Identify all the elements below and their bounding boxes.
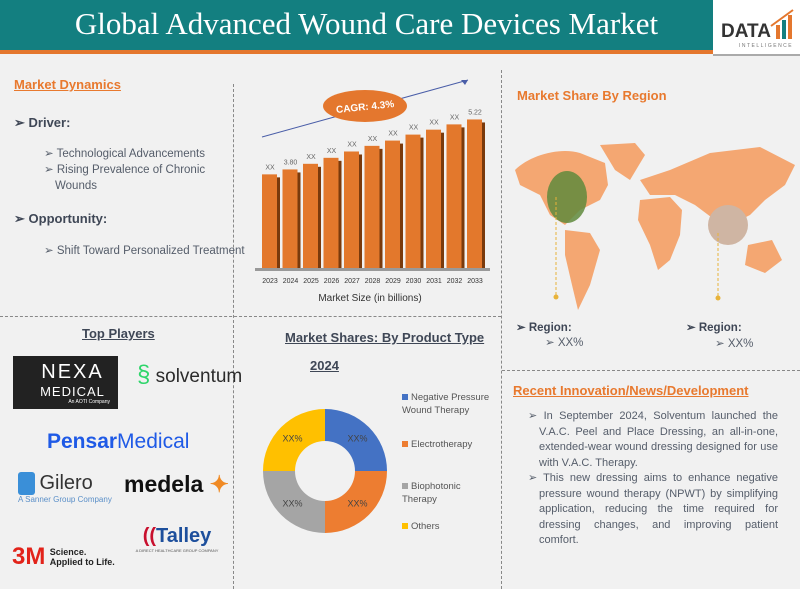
bar-data-label: XX (347, 141, 357, 148)
bar-side (318, 166, 321, 268)
x-tick-label: 2027 (344, 278, 360, 285)
bar-2023 (262, 174, 277, 268)
nexa-medical-logo: NEXA MEDICAL An AOTI Company (13, 356, 118, 409)
cagr-bubble (323, 90, 407, 122)
bar-2029 (385, 140, 400, 268)
region-1: ➢ Region: (516, 322, 572, 334)
x-axis-label: Market Size (in billions) (318, 293, 421, 304)
legend-item: Others (402, 521, 492, 534)
bar-data-label: XX (450, 114, 460, 121)
slice-label: XX% (348, 499, 368, 509)
donut-slice (325, 409, 387, 471)
north-america-highlight (547, 171, 587, 223)
market-size-bar-chart: CAGR: 4.3% XX20233.802024XX2025XX2026XX2… (255, 79, 490, 304)
opportunity-label: ➢ Opportunity: (14, 211, 108, 226)
divider (501, 70, 502, 589)
bar-data-label: XX (368, 136, 378, 143)
x-tick-label: 2031 (426, 278, 442, 285)
product-type-donut-chart: XX% XX% XX% XX% (263, 409, 387, 533)
x-tick-label: 2025 (303, 278, 319, 285)
bar-2025 (303, 163, 318, 268)
bar-2027 (344, 151, 359, 268)
news-item: ➢ In September 2024, Solventum launched … (528, 410, 778, 469)
news-item: ➢ This new dressing aims to enhance nega… (528, 472, 778, 546)
x-tick-label: 2032 (447, 278, 463, 285)
bar-side (297, 172, 301, 268)
bar-2033 (467, 119, 482, 269)
3m-logo: 3M Science. Applied to Life. (12, 543, 115, 570)
bar-side (359, 154, 362, 268)
news-title: Recent Innovation/News/Development (513, 383, 749, 398)
donut-slice (263, 409, 325, 471)
bar-data-label: XX (388, 131, 398, 138)
market-dynamics-title: Market Dynamics (14, 77, 121, 92)
bar-side (420, 137, 424, 268)
datam-intelligence-logo: DATA INTELLIGENCE (713, 0, 800, 56)
region-2-value: ➢ XX% (715, 338, 754, 350)
divider (0, 316, 501, 317)
bar-side (482, 122, 485, 269)
divider (233, 84, 234, 589)
bar-side (277, 177, 280, 268)
page-title: Global Advanced Wound Care Devices Marke… (74, 6, 659, 41)
driver-label: ➢ Driver: (14, 115, 71, 130)
bar-data-label: XX (409, 125, 419, 132)
x-tick-label: 2023 (262, 278, 278, 285)
medela-logo: medela ✦ (124, 471, 229, 497)
bar-2031 (426, 129, 441, 268)
bar-side (461, 127, 465, 268)
donut-legend: Negative Pressure Wound Therapy Electrot… (402, 392, 492, 534)
world-map (515, 143, 795, 310)
product-type-year: 2024 (310, 358, 339, 373)
bar-side (400, 143, 403, 268)
bar-2024 (282, 169, 298, 268)
opportunity-list: ➢ Shift Toward Personalized Treatment (44, 245, 245, 257)
slice-label: XX% (282, 499, 302, 509)
header-accent-line (0, 50, 713, 54)
header-banner (0, 0, 713, 50)
region-1-value: ➢ XX% (545, 337, 584, 349)
asia-highlight (708, 205, 748, 245)
slice-label: XX% (282, 433, 302, 443)
region-2: ➢ Region: (686, 322, 742, 334)
bar-side (441, 132, 444, 268)
gilero-logo: Gilero A Sanner Group Company (18, 472, 112, 504)
bar-data-label: XX (327, 148, 337, 155)
donut-slice (263, 471, 325, 533)
legend-item: Negative Pressure Wound Therapy (402, 392, 490, 416)
x-tick-label: 2028 (365, 278, 381, 285)
region-title: Market Share By Region (517, 88, 667, 103)
bar-2032 (446, 124, 462, 268)
bar-side (338, 160, 342, 268)
bar-2026 (323, 157, 339, 268)
bar-data-label: XX (429, 120, 439, 127)
pensar-medical-logo: PensarMedical (47, 430, 190, 453)
news-list: ➢ In September 2024, Solventum launched … (528, 409, 778, 549)
bar-side (379, 148, 383, 268)
divider (502, 370, 800, 371)
logo-text: DATA (721, 21, 771, 42)
donut-slice (325, 471, 387, 533)
continents (515, 143, 795, 310)
legend-item: Biophotonic Therapy (402, 481, 461, 505)
solventum-logo: § solventum (137, 361, 243, 388)
top-players-title: Top Players (82, 326, 155, 341)
x-tick-label: 2030 (406, 278, 422, 285)
legend-item: Electrotherapy (402, 439, 492, 481)
bar-data-label: XX (306, 154, 316, 161)
x-tick-label: 2029 (385, 278, 401, 285)
bar-2030 (405, 134, 421, 268)
talley-logo: ((Talley A DIRECT HEALTHCARE GROUP COMPA… (135, 525, 219, 553)
product-type-title: Market Shares: By Product Type (285, 330, 485, 345)
driver-list: ➢ Technological Advancements ➢ Rising Pr… (44, 148, 206, 192)
bar-data-label: XX (265, 164, 275, 171)
x-tick-label: 2026 (324, 278, 340, 285)
bar-data-label: 5.22 (468, 109, 482, 116)
logo-subtext: INTELLIGENCE (739, 43, 793, 49)
bar-2028 (364, 145, 380, 268)
slice-label: XX% (348, 433, 368, 443)
x-tick-label: 2024 (283, 278, 299, 285)
bar-data-label: 3.80 (284, 159, 298, 166)
x-tick-label: 2033 (467, 278, 483, 285)
